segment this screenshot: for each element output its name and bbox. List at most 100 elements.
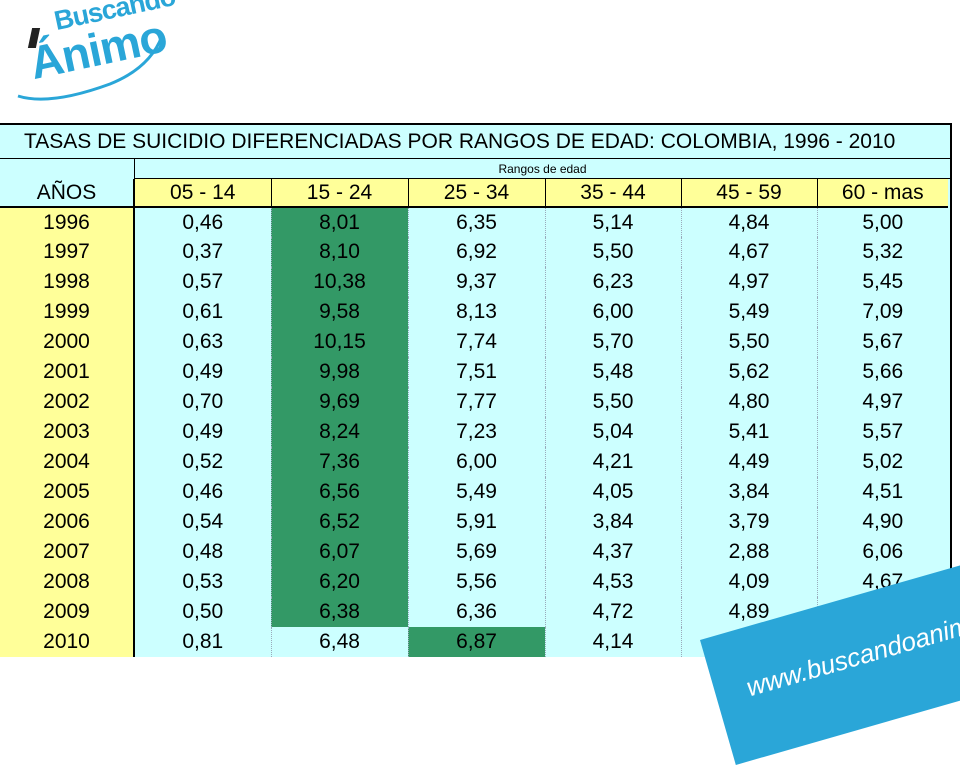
- rate-cell: 5,50: [544, 387, 681, 417]
- rate-cell: 2,88: [680, 537, 817, 567]
- rate-cell: 7,23: [407, 417, 545, 447]
- rate-cell: 8,01: [270, 207, 408, 237]
- rate-cell: 6,87: [407, 627, 545, 657]
- rate-cell: 6,36: [407, 597, 545, 627]
- rate-cell: 0,46: [133, 477, 271, 507]
- rate-cell: 0,53: [133, 567, 271, 597]
- rate-cell: 7,51: [407, 357, 545, 387]
- rate-cell: 0,70: [133, 387, 271, 417]
- data-grid: AÑOS 05 - 14 15 - 24 25 - 34 35 - 44 45 - 59…: [0, 179, 948, 657]
- table-row: 1997 0,37 8,10 6,92 5,50 4,67 5,32: [0, 237, 948, 267]
- rate-cell: 0,46: [133, 207, 271, 237]
- rate-cell: 6,56: [270, 477, 408, 507]
- rate-cell: 5,48: [544, 357, 681, 387]
- rate-cell: 5,91: [407, 507, 545, 537]
- rate-cell: 0,52: [133, 447, 271, 477]
- rate-cell: 4,53: [544, 567, 681, 597]
- rate-cell: 4,49: [680, 447, 817, 477]
- table-title: TASAS DE SUICIDIO DIFERENCIADAS POR RANG…: [0, 125, 950, 159]
- rate-cell: 0,61: [133, 297, 271, 327]
- rate-cell: 7,77: [407, 387, 545, 417]
- rate-cell: 6,00: [407, 447, 545, 477]
- table-row: 1996 0,46 8,01 6,35 5,14 4,84 5,00: [0, 207, 948, 237]
- rate-cell: 0,49: [133, 357, 271, 387]
- table-row: 2008 0,53 6,20 5,56 4,53 4,09 4,67: [0, 567, 948, 597]
- table-row: 2007 0,48 6,07 5,69 4,37 2,88 6,06: [0, 537, 948, 567]
- table-row: 2004 0,52 7,36 6,00 4,21 4,49 5,02: [0, 447, 948, 477]
- table-row: 2003 0,49 8,24 7,23 5,04 5,41 5,57: [0, 417, 948, 447]
- year-cell: 2007: [0, 537, 135, 567]
- rate-cell: 5,32: [816, 237, 948, 267]
- rate-cell: 0,50: [133, 597, 271, 627]
- rate-cell: 6,35: [407, 207, 545, 237]
- rate-cell: 5,70: [544, 327, 681, 357]
- rate-cell: 4,05: [544, 477, 681, 507]
- rate-cell: 5,49: [680, 297, 817, 327]
- rate-cell: 0,37: [133, 237, 271, 267]
- year-cell: 1996: [0, 207, 135, 237]
- rate-cell: 4,67: [680, 237, 817, 267]
- rate-cell: 0,57: [133, 267, 271, 297]
- rate-cell: 6,07: [270, 537, 408, 567]
- rate-cell: 4,72: [544, 597, 681, 627]
- rate-cell: 5,56: [407, 567, 545, 597]
- year-cell: 2000: [0, 327, 135, 357]
- rate-cell: 0,63: [133, 327, 271, 357]
- rate-cell: 0,81: [133, 627, 271, 657]
- years-column-header: AÑOS: [0, 179, 135, 208]
- rate-cell: 6,52: [270, 507, 408, 537]
- table-row: 2006 0,54 6,52 5,91 3,84 3,79 4,90: [0, 507, 948, 537]
- rate-cell: 4,21: [544, 447, 681, 477]
- rate-cell: 4,97: [816, 387, 948, 417]
- rate-cell: 4,90: [816, 507, 948, 537]
- rate-cell: 6,06: [816, 537, 948, 567]
- rate-cell: 8,13: [407, 297, 545, 327]
- year-cell: 1999: [0, 297, 135, 327]
- suicide-rates-table: TASAS DE SUICIDIO DIFERENCIADAS POR RANG…: [0, 123, 952, 657]
- table-row: 2005 0,46 6,56 5,49 4,05 3,84 4,51: [0, 477, 948, 507]
- rate-cell: 5,50: [544, 237, 681, 267]
- logo-swoosh-icon: [17, 35, 164, 101]
- age-column-header: 05 - 14: [133, 179, 271, 208]
- year-cell: 2009: [0, 597, 135, 627]
- column-header-row: AÑOS 05 - 14 15 - 24 25 - 34 35 - 44 45 - 59…: [0, 179, 948, 208]
- rate-cell: 5,69: [407, 537, 545, 567]
- rate-cell: 5,41: [680, 417, 817, 447]
- rate-cell: 9,58: [270, 297, 408, 327]
- rate-cell: 10,38: [270, 267, 408, 297]
- year-cell: 2002: [0, 387, 135, 417]
- age-column-header: 45 - 59: [680, 179, 817, 208]
- rate-cell: 5,62: [680, 357, 817, 387]
- year-cell: 2003: [0, 417, 135, 447]
- rate-cell: 6,00: [544, 297, 681, 327]
- year-cell: 2006: [0, 507, 135, 537]
- year-cell: 2004: [0, 447, 135, 477]
- rate-cell: 0,54: [133, 507, 271, 537]
- rate-cell: 5,49: [407, 477, 545, 507]
- year-cell: 2008: [0, 567, 135, 597]
- rate-cell: 5,02: [816, 447, 948, 477]
- rate-cell: 8,10: [270, 237, 408, 267]
- rate-cell: 7,74: [407, 327, 545, 357]
- table-row: 1999 0,61 9,58 8,13 6,00 5,49 7,09: [0, 297, 948, 327]
- rate-cell: 4,14: [544, 627, 681, 657]
- rate-cell: 9,69: [270, 387, 408, 417]
- rate-cell: 6,48: [270, 627, 408, 657]
- year-cell: 2001: [0, 357, 135, 387]
- rate-cell: 5,00: [816, 207, 948, 237]
- year-cell: 1998: [0, 267, 135, 297]
- age-column-header: 60 - mas: [816, 179, 948, 208]
- rate-cell: 6,38: [270, 597, 408, 627]
- rate-cell: 6,23: [544, 267, 681, 297]
- rate-cell: 5,67: [816, 327, 948, 357]
- year-cell: 2005: [0, 477, 135, 507]
- rate-cell: 9,37: [407, 267, 545, 297]
- rate-cell: 9,98: [270, 357, 408, 387]
- rate-cell: 10,15: [270, 327, 408, 357]
- rate-cell: 5,45: [816, 267, 948, 297]
- rate-cell: 5,50: [680, 327, 817, 357]
- rate-cell: 3,84: [544, 507, 681, 537]
- rate-cell: 4,80: [680, 387, 817, 417]
- year-cell: 1997: [0, 237, 135, 267]
- year-cell: 2010: [0, 627, 135, 657]
